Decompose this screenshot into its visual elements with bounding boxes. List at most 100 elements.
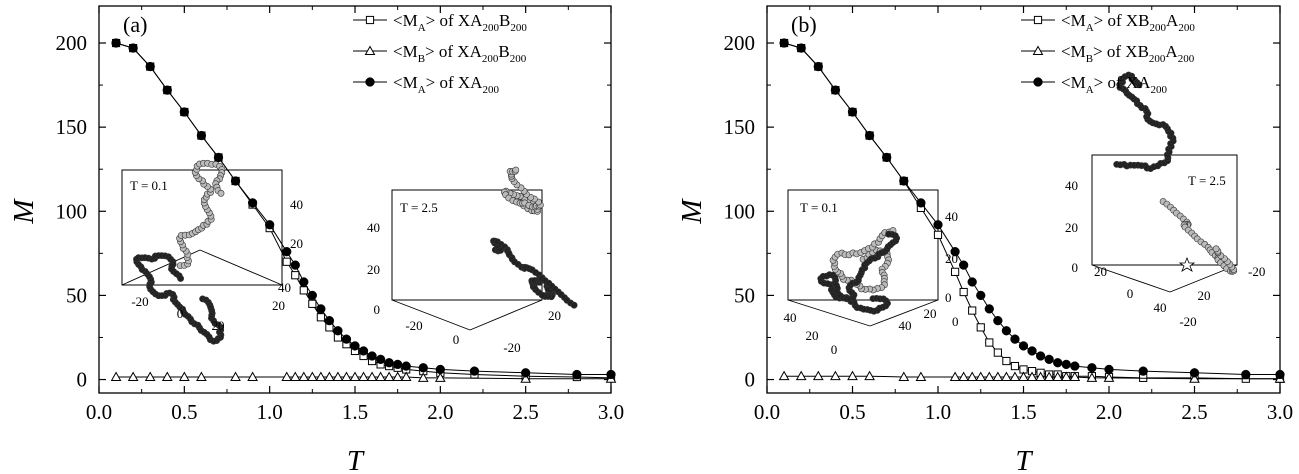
- x-axis-title: T: [347, 445, 365, 474]
- data-point: [951, 267, 960, 276]
- inset-tick-label: 40: [899, 318, 912, 333]
- legend-marker: [365, 15, 375, 25]
- data-point: [324, 371, 335, 382]
- inset-box-front: [1091, 155, 1238, 266]
- y-tick-label: 200: [724, 31, 756, 55]
- data-point: [247, 198, 258, 208]
- data-point: [812, 370, 824, 381]
- data-point: [145, 61, 155, 72]
- inset-tick-label: -20: [405, 318, 422, 333]
- data-point: [1086, 372, 1098, 382]
- data-point: [1061, 359, 1071, 370]
- y-axis-title: M: [676, 198, 708, 225]
- data-point: [1027, 346, 1037, 356]
- x-tick-label: 1.0: [257, 400, 283, 424]
- inset-tick-label: 20: [212, 318, 225, 333]
- data-point: [401, 361, 411, 371]
- x-tick-label: 0.0: [86, 400, 112, 424]
- data-point: [993, 348, 1002, 357]
- inset-tick-label: 20: [290, 236, 303, 251]
- inset-box-front: [787, 190, 939, 301]
- chain-bead-grey: [512, 166, 520, 174]
- series-filled-circle: [111, 38, 616, 380]
- inset-label: T = 0.1: [130, 178, 168, 193]
- legend-marker: [1032, 45, 1044, 55]
- data-point: [882, 152, 892, 163]
- data-point: [847, 107, 858, 117]
- data-point: [469, 366, 480, 376]
- data-point: [358, 371, 369, 382]
- data-point: [864, 370, 875, 381]
- inset-group: T = 0.1 40 20 -20 0 20 20 40 T = 2.5 40 20 0 -20 0 20 -…: [121, 159, 578, 355]
- data-point: [1043, 371, 1055, 382]
- chain-bead-grey: [1212, 245, 1220, 253]
- data-point: [333, 326, 343, 336]
- data-point: [899, 176, 909, 186]
- series-filled-circle: [779, 38, 1285, 380]
- y-tick-label: 150: [56, 115, 88, 139]
- inset-tick-label: 0: [831, 342, 838, 357]
- data-point: [417, 372, 429, 382]
- data-point: [350, 341, 360, 351]
- inset-tick-label: 20: [806, 328, 819, 343]
- data-point: [1010, 361, 1020, 371]
- data-point: [1018, 341, 1029, 351]
- data-point: [281, 371, 293, 382]
- legend-label: <MB> of XA200B200: [393, 42, 527, 65]
- data-point: [606, 369, 616, 380]
- inset-tick-label: 20: [548, 308, 561, 323]
- y-tick-label: 0: [77, 368, 88, 392]
- x-tick-label: 0.5: [171, 400, 197, 424]
- data-point: [393, 359, 403, 370]
- chain-bead-grey: [217, 189, 225, 197]
- data-point: [435, 364, 445, 375]
- panel-label: (a): [123, 12, 147, 37]
- data-point: [1035, 351, 1046, 361]
- data-point: [1069, 371, 1081, 382]
- data-point: [196, 371, 207, 382]
- data-point: [400, 371, 412, 382]
- data-point: [196, 130, 207, 141]
- inset-label: T = 2.5: [400, 200, 438, 215]
- data-point: [178, 371, 190, 382]
- data-point: [779, 38, 789, 48]
- data-point: [521, 368, 531, 378]
- chain-bead-black: [885, 230, 892, 238]
- data-point: [1241, 369, 1251, 380]
- data-point: [1010, 334, 1020, 344]
- y-axis-title: M: [8, 198, 40, 225]
- data-point: [341, 371, 352, 382]
- data-point: [110, 371, 122, 382]
- data-point: [144, 371, 156, 382]
- inset-tick-label: 40: [278, 280, 291, 295]
- inset-t01: T = 0.1 40 20 -20 0 20 20 40: [121, 159, 303, 345]
- data-point: [162, 85, 172, 95]
- inset-tick-label: 20: [1198, 288, 1211, 303]
- star-marker-icon: [1178, 256, 1196, 272]
- plot-frame: [766, 5, 1281, 394]
- data-point: [1070, 361, 1080, 371]
- series-open-triangle: [110, 371, 617, 383]
- inset-box-front: [121, 170, 283, 286]
- y-tick-label: 100: [724, 199, 756, 223]
- inset-label: T = 2.5: [1188, 173, 1226, 188]
- y-tick-label: 150: [724, 115, 756, 139]
- data-point: [864, 130, 875, 141]
- inset-tick-label: 20: [924, 306, 937, 321]
- inset-tick-label: 40: [290, 197, 303, 212]
- inset-tick-label: 20: [1065, 220, 1078, 235]
- legend: <MA> of XA200B200 <MB> of XA200B200 <MA> o…: [353, 11, 527, 96]
- series-line: [783, 42, 1280, 380]
- data-point: [161, 371, 173, 382]
- y-tick-label: 0: [745, 368, 756, 392]
- inset-tick-label: 40: [784, 310, 797, 325]
- x-tick-label: 3.0: [598, 400, 624, 424]
- chart-panel-a: 0.0 0.5 1.0 1.5 2.0 2.5 3.0050100150200TM(a)T …: [8, 5, 624, 474]
- data-point: [1002, 356, 1011, 366]
- legend-marker: [364, 45, 376, 55]
- legend-label: <MA> of XA200B200: [393, 11, 527, 34]
- legend-label: <MA> of XB200A200: [1061, 11, 1195, 34]
